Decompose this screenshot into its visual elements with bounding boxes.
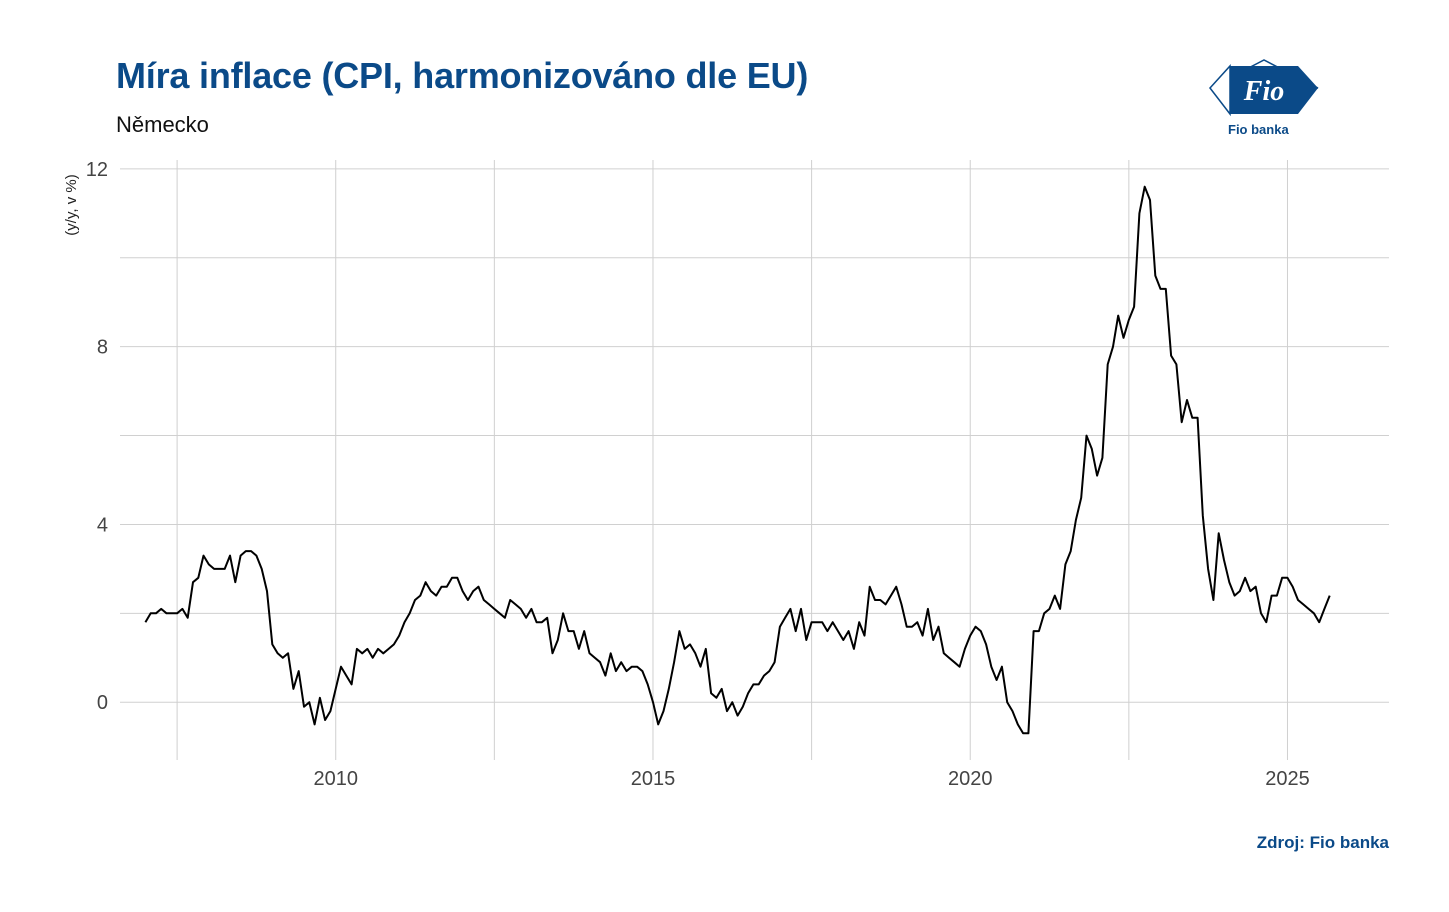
x-tick-label: 2010	[313, 768, 358, 790]
logo-mark: Fio	[1243, 76, 1284, 107]
y-axis-ticks: 0 4 8 12	[86, 159, 108, 714]
y-tick-label: 0	[97, 692, 108, 714]
chart-title: Míra inflace (CPI, harmonizováno dle EU)	[116, 55, 809, 96]
x-tick-label: 2015	[631, 768, 676, 790]
grid-lines	[120, 160, 1389, 760]
y-tick-label: 4	[97, 514, 108, 536]
y-tick-label: 12	[86, 159, 108, 181]
series-line	[144, 185, 1331, 735]
x-tick-label: 2025	[1265, 768, 1310, 790]
logo-name: Fio banka	[1228, 122, 1289, 137]
source-note: Zdroj: Fio banka	[1256, 833, 1389, 852]
fio-logo-icon: Fio	[1209, 59, 1319, 117]
x-tick-label: 2020	[948, 768, 993, 790]
y-tick-label: 8	[97, 337, 108, 359]
x-axis-ticks: 2010 2015 2020 2025	[313, 768, 1309, 790]
y-axis-title: (y/y, v %)	[63, 174, 80, 235]
chart-subtitle: Německo	[116, 112, 209, 137]
